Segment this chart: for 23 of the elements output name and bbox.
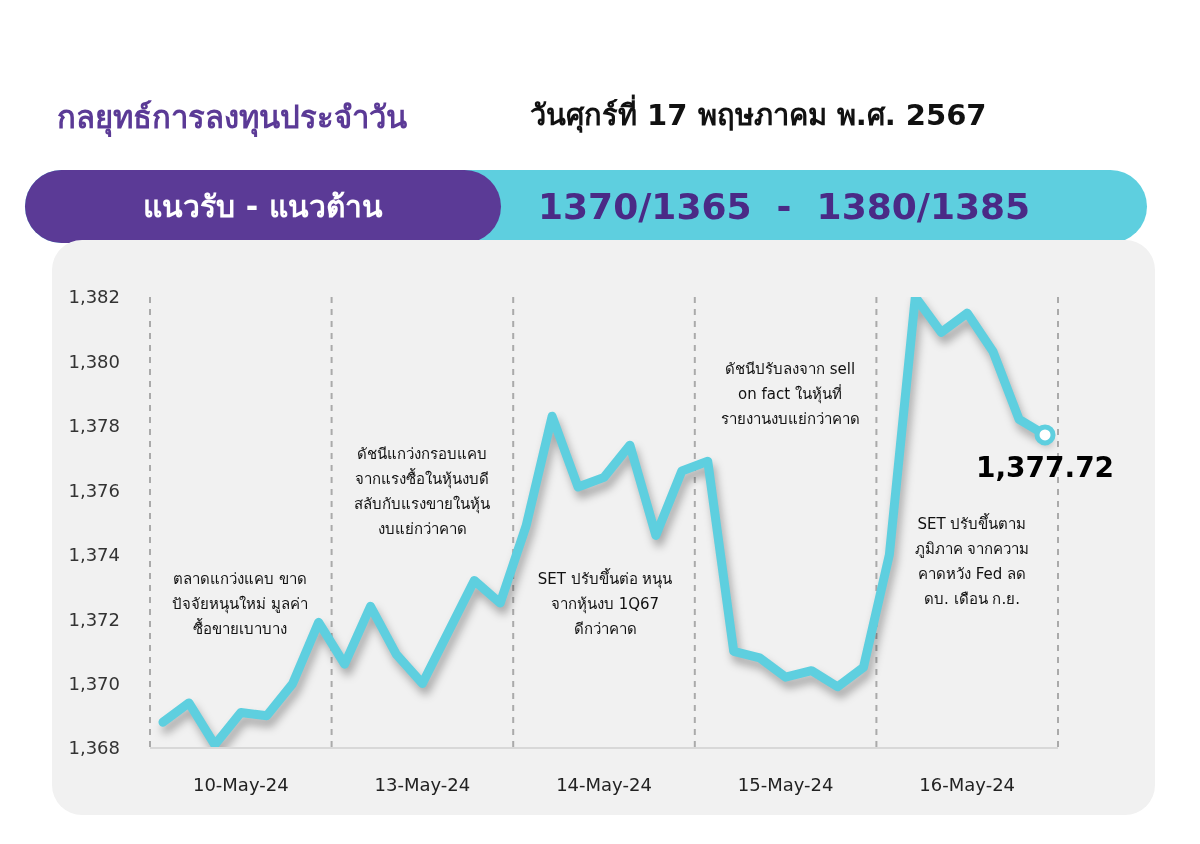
x-tick-label: 15-May-24 xyxy=(737,773,834,795)
chart-title: กลยุทธ์การลงทุนประจำวัน xyxy=(57,98,407,139)
x-tick-label: 13-May-24 xyxy=(374,773,471,795)
annotation: ตลาดแกว่งแคบ ขาด ปัจจัยหนุนใหม่ มูลค่า ซื้อขายเบาบาง xyxy=(171,569,309,640)
y-tick-label: 1,372 xyxy=(68,608,120,630)
y-tick-label: 1,374 xyxy=(68,544,120,566)
y-tick-label: 1,376 xyxy=(68,479,120,501)
y-tick-label: 1,380 xyxy=(68,350,120,372)
x-tick-label: 14-May-24 xyxy=(556,773,652,795)
y-tick-label: 1,382 xyxy=(68,286,120,308)
text: แนวรับ - แนวต้าน xyxy=(25,170,501,243)
y-tick-label: 1,368 xyxy=(68,737,120,759)
chart-subtitle: วันศุกร์ที่ 17 พฤษภาคม พ.ศ. 2567 xyxy=(530,93,987,135)
x-tick-label: 10-May-24 xyxy=(192,773,289,795)
x-tick-label: 16-May-24 xyxy=(919,773,1016,795)
y-tick-label: 1,370 xyxy=(68,672,120,694)
annotation: 1,377.72 xyxy=(975,450,1115,484)
annotation: SET ปรับขึ้นตาม ภูมิภาค จากความ คาดหวัง Fed ลด ดบ. เดือน ก.ย. xyxy=(913,512,1031,610)
annotation: ดัชนีแกว่งกรอบแคบ จากแรงซื้อในหุ้นงบดี สลับกับแรงขายในหุ้น งบแย่กว่าคาด xyxy=(353,444,491,540)
y-tick-label: 1,378 xyxy=(68,415,120,437)
annotation: ดัชนีปรับลงจาก sell on fact ในหุ้นที่ รายงานงบแย่กว่าคาด xyxy=(719,359,861,430)
annotation: SET ปรับขึ้นต่อ หนุน จากหุ้นงบ 1Q67 ดีกว่าคาด xyxy=(536,567,674,640)
text: 1370/1365 - 1380/1385 xyxy=(538,185,1031,229)
